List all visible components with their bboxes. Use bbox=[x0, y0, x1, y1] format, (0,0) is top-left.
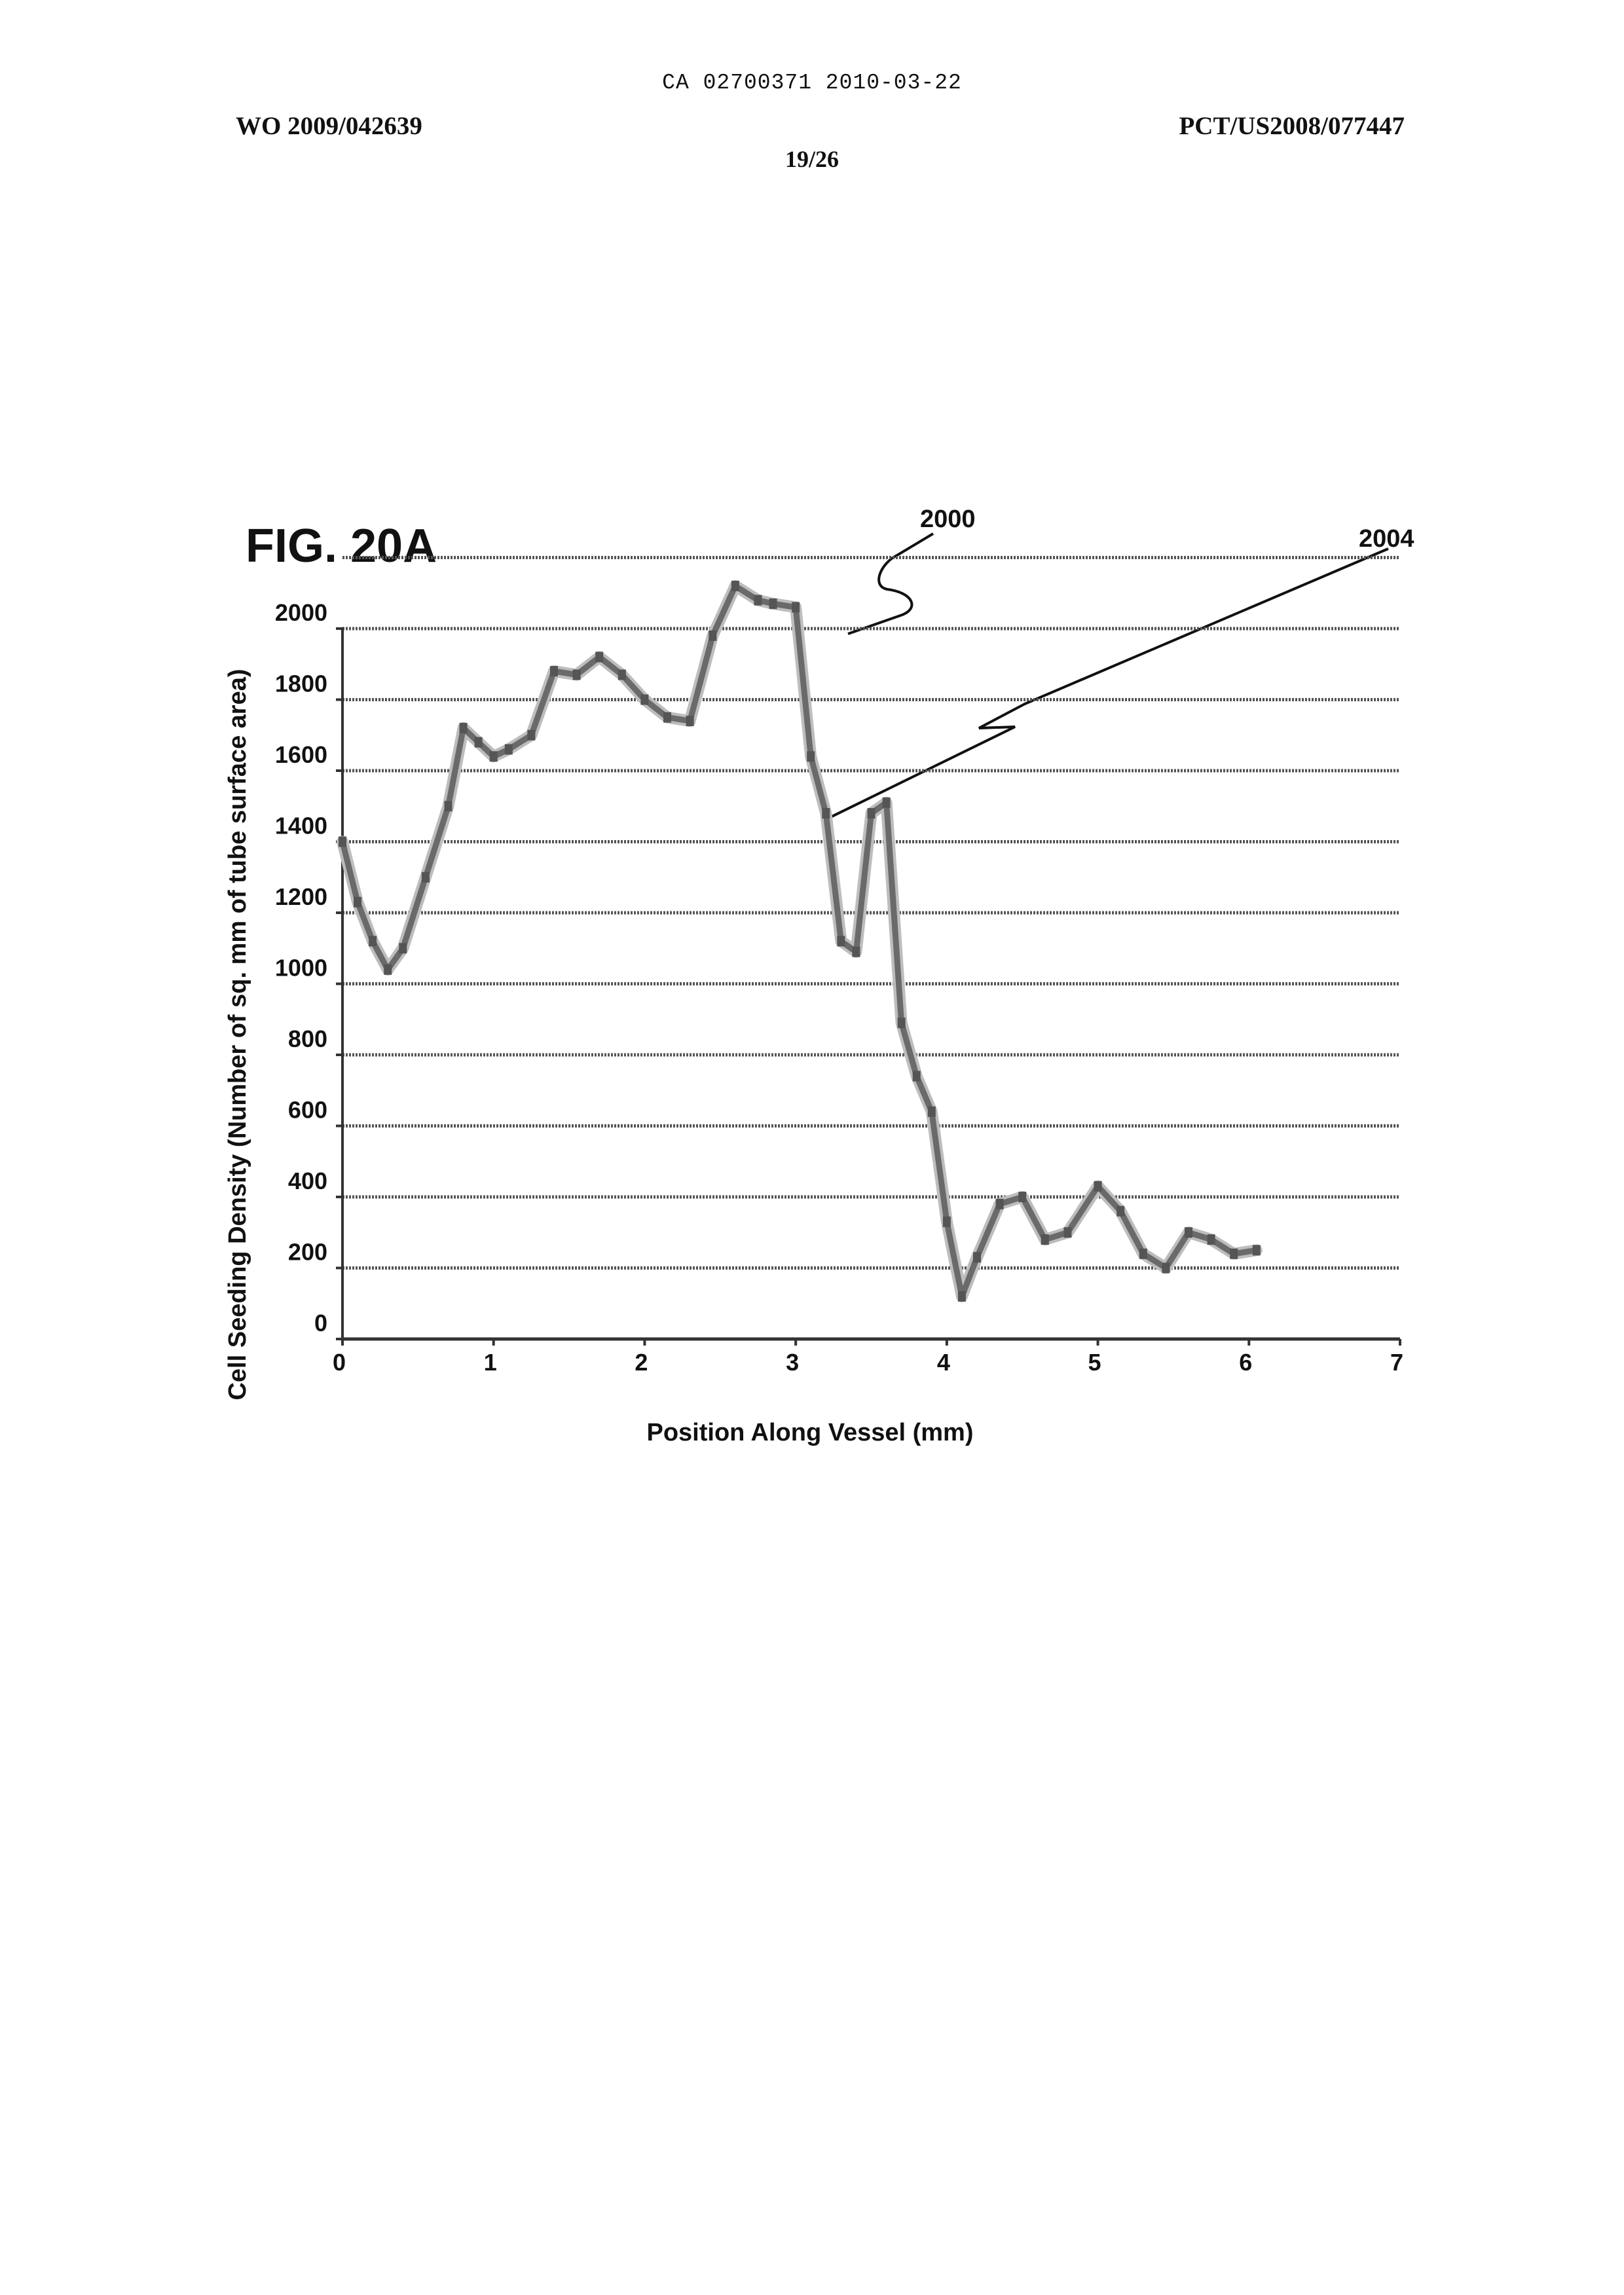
data-point bbox=[475, 737, 483, 748]
data-point bbox=[1041, 1234, 1049, 1245]
data-point bbox=[339, 837, 346, 847]
data-point bbox=[1253, 1245, 1261, 1255]
x-tick-label: 7 bbox=[1390, 1349, 1403, 1376]
x-tick-label: 5 bbox=[1088, 1349, 1101, 1376]
data-point bbox=[807, 751, 815, 762]
x-tick-label: 0 bbox=[333, 1349, 346, 1376]
data-point bbox=[384, 964, 392, 975]
data-point bbox=[913, 1071, 921, 1082]
data-point bbox=[618, 670, 626, 680]
data-point bbox=[422, 872, 430, 883]
data-point bbox=[958, 1291, 966, 1302]
y-tick-label: 1000 bbox=[275, 955, 327, 982]
data-point bbox=[445, 801, 452, 811]
series-line-shadow bbox=[342, 586, 1257, 1296]
leader-line-2004 bbox=[825, 549, 1388, 820]
data-point bbox=[354, 897, 361, 908]
data-point bbox=[490, 751, 498, 762]
y-tick-label: 2000 bbox=[275, 599, 327, 626]
data-point bbox=[663, 712, 671, 723]
data-point bbox=[460, 723, 468, 733]
data-point bbox=[792, 602, 800, 612]
y-axis-title: Cell Seeding Density (Number of sq. mm o… bbox=[224, 669, 251, 1400]
y-tick-label: 1400 bbox=[275, 813, 327, 839]
data-point bbox=[573, 670, 581, 680]
data-point bbox=[1185, 1227, 1192, 1238]
data-point bbox=[709, 631, 716, 641]
data-point bbox=[640, 695, 648, 705]
data-point bbox=[1162, 1263, 1170, 1274]
data-point bbox=[1208, 1234, 1215, 1245]
data-point bbox=[943, 1217, 951, 1227]
y-tick-label: 0 bbox=[314, 1310, 327, 1336]
y-tick-label: 1600 bbox=[275, 741, 327, 768]
data-point bbox=[731, 581, 739, 591]
y-tick-label: 200 bbox=[288, 1239, 327, 1266]
data-point bbox=[505, 744, 513, 754]
data-point bbox=[973, 1252, 981, 1262]
y-tick-label: 400 bbox=[288, 1167, 327, 1194]
data-point bbox=[527, 730, 535, 741]
data-point bbox=[883, 798, 891, 808]
data-point bbox=[1116, 1206, 1124, 1217]
data-point bbox=[868, 808, 876, 818]
data-point bbox=[1018, 1192, 1026, 1202]
leader-line-2000 bbox=[848, 534, 933, 634]
data-point bbox=[1063, 1227, 1071, 1238]
data-point bbox=[769, 598, 777, 609]
figure-label: FIG. 20A bbox=[246, 520, 437, 572]
y-tick-label: 600 bbox=[288, 1097, 327, 1124]
ref-numeral-chart: 2000 bbox=[920, 505, 976, 533]
data-point bbox=[852, 947, 860, 957]
y-tick-label: 1800 bbox=[275, 670, 327, 697]
data-point bbox=[837, 936, 845, 946]
data-point bbox=[822, 808, 830, 818]
data-point bbox=[1139, 1249, 1147, 1259]
x-tick-label: 4 bbox=[937, 1349, 950, 1376]
x-tick-label: 2 bbox=[635, 1349, 648, 1376]
x-tick-label: 1 bbox=[484, 1349, 497, 1376]
data-point bbox=[686, 716, 694, 726]
data-point bbox=[898, 1018, 906, 1028]
data-point bbox=[1230, 1249, 1238, 1259]
data-point bbox=[928, 1107, 936, 1117]
x-axis-title: Position Along Vessel (mm) bbox=[646, 1419, 973, 1446]
y-tick-label: 800 bbox=[288, 1025, 327, 1052]
y-tick-label: 1200 bbox=[275, 883, 327, 910]
data-point bbox=[754, 595, 762, 606]
data-point bbox=[996, 1199, 1004, 1209]
x-tick-label: 3 bbox=[786, 1349, 799, 1376]
x-tick-label: 6 bbox=[1239, 1349, 1252, 1376]
data-point bbox=[550, 666, 558, 676]
data-point bbox=[399, 943, 407, 953]
data-point bbox=[1094, 1181, 1102, 1192]
data-point bbox=[369, 936, 377, 946]
data-point bbox=[595, 652, 603, 662]
